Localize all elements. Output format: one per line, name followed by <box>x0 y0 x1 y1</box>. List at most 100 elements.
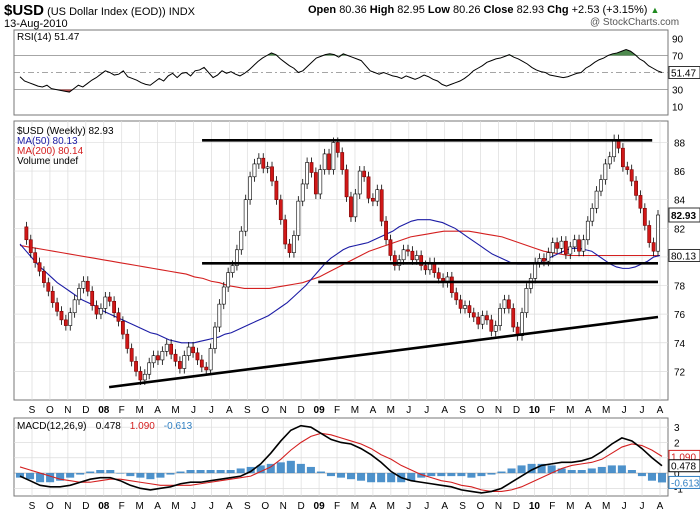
macd-histogram-bar <box>507 468 516 474</box>
candle-body <box>72 299 77 314</box>
macd-histogram-bar <box>527 463 536 474</box>
macd-histogram-bar <box>36 473 45 483</box>
macd-histogram-bar <box>557 468 566 474</box>
rsi-tick-label: 70 <box>672 52 684 63</box>
price-x-tick-label: D <box>513 405 520 416</box>
macd-y-tick-label: 3 <box>674 423 680 434</box>
price-x-tick-label: M <box>387 405 395 416</box>
price-x-tick-label: F <box>334 405 340 416</box>
rsi-tick-label: 30 <box>672 86 684 97</box>
macd-histogram-bar <box>156 473 165 478</box>
price-y-tick-label: 72 <box>674 367 686 378</box>
macd-x-tick-label: O <box>261 501 269 512</box>
candle-body <box>647 225 652 243</box>
candle-body <box>524 288 529 314</box>
macd-x-tick-label: D <box>82 501 89 512</box>
candle-body <box>90 290 95 306</box>
macd-value-box <box>668 459 700 473</box>
candle-body <box>235 249 239 266</box>
candle-body <box>138 371 143 381</box>
price-x-tick-label: M <box>566 405 574 416</box>
candle-body <box>327 153 331 170</box>
candle-body <box>195 352 200 361</box>
price-legend-item: Volume undef <box>17 156 78 167</box>
candle-body <box>353 193 358 218</box>
macd-histogram-bar <box>367 473 376 483</box>
candle-body <box>46 282 51 292</box>
candle-body <box>414 255 419 261</box>
price-legend-item: $USD (Weekly) 82.93 <box>17 126 114 137</box>
candle-body <box>107 296 112 302</box>
candle-body <box>603 163 608 180</box>
macd-panel-frame <box>13 417 669 497</box>
candle-body <box>186 346 191 356</box>
chg-value: +2.53 (+3.15%) <box>571 4 648 16</box>
candle-body <box>248 176 252 200</box>
candle-body <box>134 361 138 372</box>
candle-body <box>77 288 81 301</box>
price-x-tick-label: J <box>406 405 411 416</box>
price-y-tick-label: 76 <box>674 310 686 321</box>
candle-body <box>401 249 406 261</box>
macd-histogram-bar <box>96 470 105 474</box>
quote-line: Open 80.36 High 82.95 Low 80.26 Close 82… <box>308 4 659 16</box>
candle-body <box>204 366 209 371</box>
candle-body <box>199 359 204 368</box>
candle-body <box>335 142 340 153</box>
symbol-text: $USD <box>4 2 45 19</box>
price-x-tick-label: S <box>29 405 36 416</box>
macd-histogram-bar <box>46 473 55 483</box>
low-label: Low <box>427 4 450 16</box>
candle-body <box>37 262 42 272</box>
candle-body <box>572 239 577 248</box>
macd-histogram-bar <box>126 473 135 477</box>
candle-body <box>318 169 323 195</box>
ma-last-value-label: 80.13 <box>671 251 696 262</box>
chg-label: Chg <box>547 4 569 16</box>
candle-body <box>265 166 270 169</box>
candle-body <box>125 333 130 349</box>
candle-body <box>68 312 73 326</box>
price-x-tick-label: 08 <box>98 405 110 416</box>
macd-histogram-bar <box>417 473 426 478</box>
candle-body <box>191 346 195 354</box>
candle-body <box>366 176 371 199</box>
macd-histogram-bar <box>226 470 235 474</box>
macd-line <box>19 424 663 494</box>
candle-body <box>147 362 152 375</box>
candle-body <box>142 373 147 381</box>
candle-body <box>99 308 103 315</box>
candle-body <box>59 310 64 321</box>
macd-x-tick-label: D <box>513 501 520 512</box>
price-x-tick-label: N <box>64 405 71 416</box>
candle-body <box>151 355 156 364</box>
candle-body <box>81 280 86 289</box>
price-legend-item: MA(50) 80.13 <box>17 136 78 147</box>
rsi-tick-label: 90 <box>672 35 684 46</box>
macd-histogram-bar <box>276 462 285 474</box>
candle-body <box>173 353 178 362</box>
macd-x-tick-label: 09 <box>314 501 326 512</box>
macd-x-tick-label: M <box>351 501 359 512</box>
candle-body <box>278 199 283 221</box>
candle-body <box>511 308 516 328</box>
candle-body <box>498 308 502 326</box>
candle-body <box>410 250 415 261</box>
macd-histogram-bar <box>477 473 486 477</box>
macd-histogram-bar <box>76 473 85 475</box>
macd-histogram-value-box <box>668 475 700 489</box>
candle-body <box>305 162 310 185</box>
candle-body <box>362 170 367 178</box>
close-value: 82.93 <box>516 4 545 16</box>
macd-histogram-bar <box>66 473 75 478</box>
macd-x-tick-label: A <box>154 501 161 512</box>
candle-body <box>120 321 125 335</box>
candle-body <box>50 290 55 304</box>
candle-body <box>103 296 108 309</box>
candle-body <box>467 305 472 314</box>
macd-histogram-bar <box>427 473 436 477</box>
candle-body <box>594 190 599 209</box>
macd-y-tick-label: -1 <box>674 484 683 495</box>
macd-legend-item: 1.090 <box>130 421 155 432</box>
candle-body <box>638 195 643 209</box>
